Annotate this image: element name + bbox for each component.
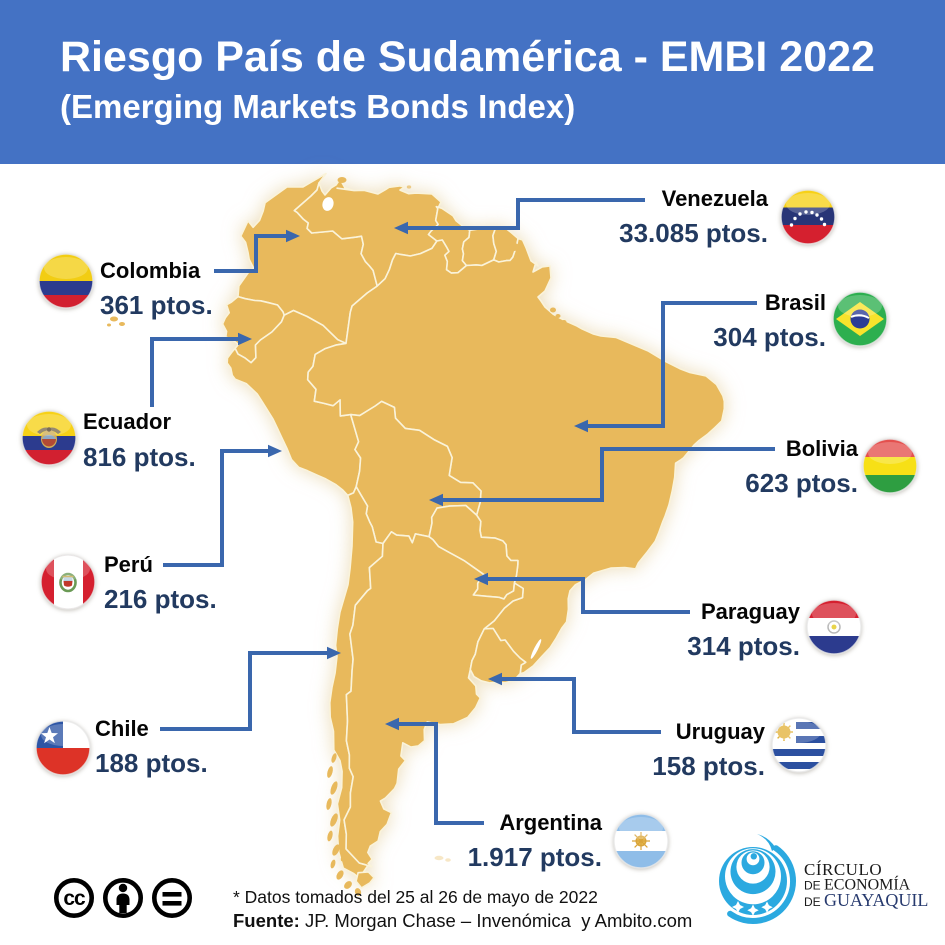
svg-text:cc: cc xyxy=(63,887,86,910)
svg-text:DE GUAYAQUIL: DE GUAYAQUIL xyxy=(804,890,928,910)
svg-text:DE ECONOMÍA: DE ECONOMÍA xyxy=(804,875,911,894)
svg-text:CÍRCULO: CÍRCULO xyxy=(804,860,882,879)
